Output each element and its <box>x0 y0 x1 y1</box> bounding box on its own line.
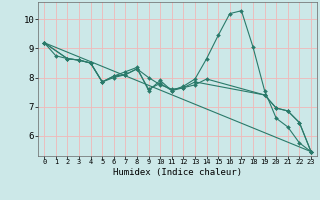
X-axis label: Humidex (Indice chaleur): Humidex (Indice chaleur) <box>113 168 242 177</box>
